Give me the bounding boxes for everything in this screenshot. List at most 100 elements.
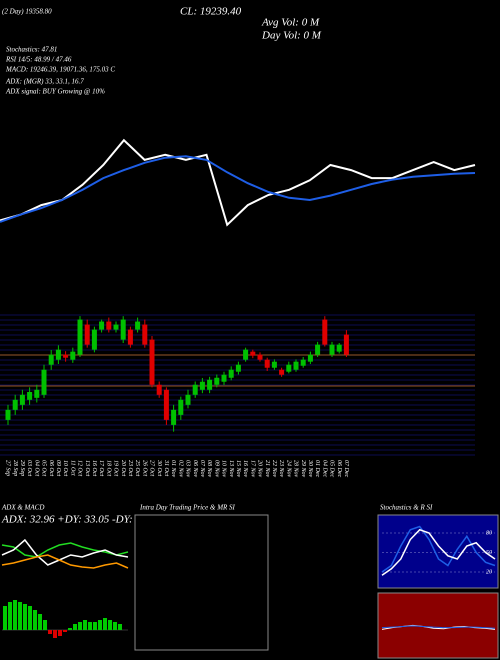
- candle-body: [99, 321, 105, 330]
- histogram-bar: [3, 606, 7, 630]
- x-tick-label: 15 Nov: [235, 460, 241, 478]
- histogram-bar: [88, 622, 92, 630]
- y-tick-label: 80: [486, 530, 492, 536]
- x-tick-label: 09 Nov: [213, 460, 219, 478]
- x-tick-label: 20 Nov: [257, 460, 263, 478]
- histogram-bar: [73, 624, 77, 630]
- candle-body: [135, 321, 141, 330]
- annotation: ADX: (MGR) 33, 33.1, 16.7: [5, 78, 84, 86]
- x-tick-label: 27 Oct: [149, 460, 155, 476]
- histogram-bar: [103, 618, 107, 630]
- candle-body: [171, 409, 177, 425]
- annotation: CL: 19239.40: [180, 6, 242, 18]
- histogram-bar: [63, 630, 67, 632]
- x-tick-label: 22 Nov: [271, 460, 277, 478]
- candle-body: [84, 324, 90, 345]
- x-tick-label: 07 Nov: [199, 460, 205, 478]
- candle-body: [293, 361, 299, 370]
- candle-body: [106, 321, 112, 330]
- x-tick-label: 27 Sep: [5, 460, 11, 476]
- candle-body: [113, 324, 119, 330]
- candle-body: [199, 381, 205, 390]
- candle-body: [19, 394, 25, 405]
- x-tick-label: 25 Oct: [134, 460, 140, 476]
- x-tick-label: 06 Oct: [48, 460, 54, 476]
- line: [1, 542, 129, 558]
- x-tick-label: 03 Nov: [185, 460, 191, 478]
- x-tick-label: 08 Nov: [206, 460, 212, 478]
- histogram-bar: [118, 624, 122, 630]
- line: [381, 525, 496, 573]
- histogram-bar: [53, 630, 57, 638]
- candle-body: [91, 329, 97, 350]
- x-tick-label: 16 Nov: [242, 460, 248, 478]
- x-tick-label: 06 Nov: [192, 460, 198, 478]
- annotation: Stochastics: 47.81: [6, 46, 57, 54]
- x-tick-label: 01 Nov: [170, 460, 176, 478]
- candle-body: [271, 361, 277, 368]
- x-tick-label: 26 Oct: [141, 460, 147, 476]
- x-tick-label: 13 Oct: [84, 460, 90, 476]
- candle-body: [27, 392, 33, 400]
- annotation: (2 Day) 19358.80: [2, 8, 52, 16]
- x-tick-label: 23 Oct: [127, 460, 133, 476]
- x-tick-label: 12 Oct: [77, 460, 83, 476]
- x-tick-label: 30 Nov: [307, 459, 313, 478]
- x-tick-label: 03 Oct: [26, 460, 32, 476]
- candle-body: [5, 409, 11, 420]
- candle-body: [322, 319, 328, 345]
- candle-body: [63, 354, 69, 358]
- x-tick-label: 31 Oct: [163, 459, 169, 476]
- candle-body: [264, 359, 270, 368]
- histogram-bar: [68, 628, 72, 630]
- histogram-bar: [83, 620, 87, 630]
- candle-body: [120, 319, 126, 340]
- candle-body: [192, 384, 198, 395]
- candle-body: [214, 377, 220, 385]
- candle-body: [163, 389, 169, 420]
- annotation: MACD: 19246.39, 19071.36, 175.03 C: [5, 66, 115, 74]
- histogram-bar: [18, 602, 22, 630]
- candle-bg: [0, 314, 475, 456]
- annotation: Day Vol: 0 M: [261, 30, 322, 42]
- x-tick-label: 28 Sep: [12, 460, 18, 476]
- histogram-bar: [93, 622, 97, 630]
- x-tick-label: 30 Oct: [156, 459, 162, 476]
- x-tick-label: 24 Nov: [285, 460, 292, 478]
- histogram-bar: [8, 602, 12, 630]
- line: [0, 155, 476, 223]
- x-tick-label: 20 Oct: [120, 460, 126, 476]
- x-tick-label: 10 Oct: [62, 460, 68, 476]
- candle-body: [235, 364, 241, 372]
- panel: [134, 514, 269, 651]
- candle-body: [228, 369, 234, 378]
- candle-body: [149, 339, 155, 385]
- candle-body: [77, 319, 83, 355]
- x-tick-label: 06 Dec: [336, 460, 342, 477]
- x-tick-label: 28 Nov: [293, 460, 299, 478]
- panel: [377, 592, 499, 659]
- x-tick-label: 16 Oct: [91, 460, 97, 476]
- x-tick-label: 01 Dec: [314, 460, 320, 477]
- x-tick-label: 23 Nov: [278, 460, 284, 478]
- candle-body: [336, 344, 342, 352]
- candle-body: [315, 344, 321, 355]
- candle-body: [70, 351, 76, 360]
- annotation: Avg Vol: 0 M: [261, 17, 320, 29]
- histogram-bar: [78, 622, 82, 630]
- candle-body: [221, 374, 227, 382]
- histogram-bar: [98, 620, 102, 630]
- line: [0, 138, 476, 227]
- line: [381, 625, 496, 629]
- panel-title: ADX & MACD: [1, 504, 44, 512]
- candle-body: [207, 379, 213, 390]
- x-tick-label: 10 Nov: [221, 460, 227, 478]
- annotation: ADX: 32.96 +DY: 33.05 -DY: 16.66: [1, 514, 161, 526]
- x-tick-label: 05 Dec: [329, 460, 335, 477]
- panel-title: Stochastics & R SI: [380, 504, 433, 512]
- candle-body: [185, 394, 191, 405]
- y-tick-label: 50: [486, 550, 492, 556]
- x-tick-label: 09 Oct: [55, 460, 61, 476]
- candle-body: [34, 389, 40, 398]
